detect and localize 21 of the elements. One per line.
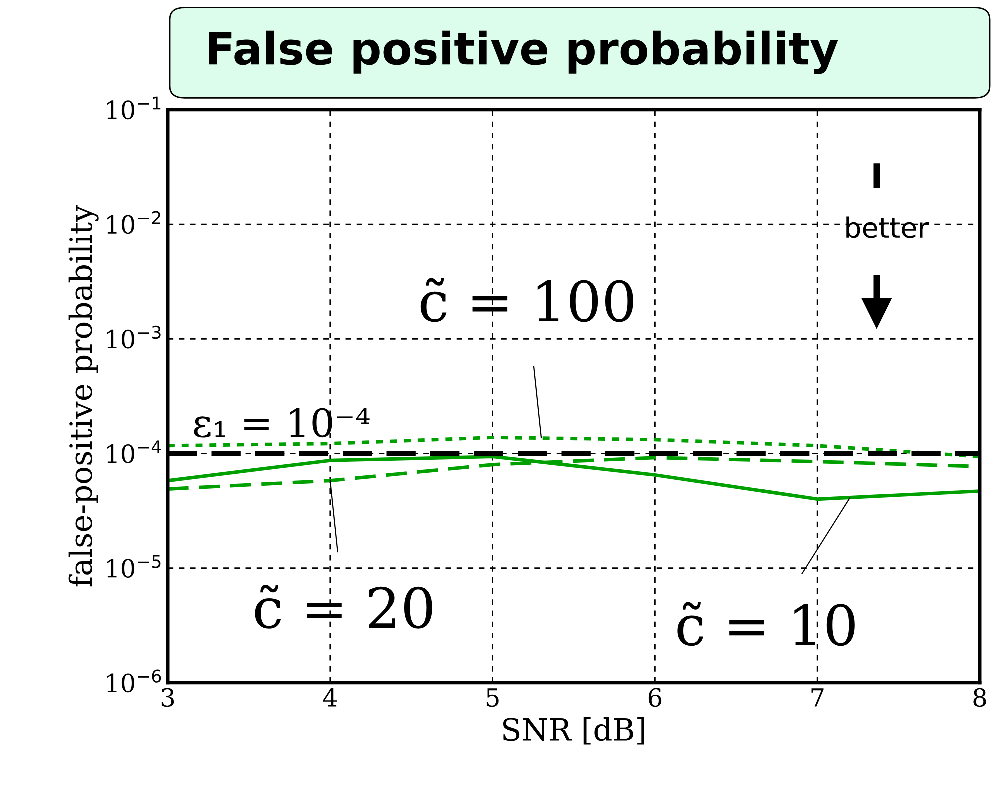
x-tick-label: 7 — [812, 688, 824, 707]
chart-title: False positive probability — [209, 30, 838, 74]
x-axis-title: SNR [dB] — [503, 718, 644, 745]
annotation: ε₁ = 10⁻⁴ — [194, 408, 370, 438]
line-series — [168, 455, 980, 502]
x-tick-label: 8 — [974, 688, 986, 708]
y-tick-label: 10$^{−4}$ — [107, 440, 162, 464]
y-tick-label: 10$^{−1}$ — [107, 96, 161, 120]
x-tick-label: 3 — [162, 688, 174, 708]
annotation: better — [846, 216, 930, 238]
x-tick-label: 4 — [323, 688, 338, 707]
y-axis-title: false-positive probability — [68, 205, 99, 587]
y-tick-label: 10$^{−2}$ — [107, 211, 160, 234]
annotation: c̃ = 100 — [420, 278, 634, 322]
annotation: c̃ = 20 — [255, 584, 432, 629]
y-tick-label: 10$^{−5}$ — [107, 555, 161, 578]
y-tick-label: 10$^{−3}$ — [107, 326, 161, 349]
annotation: c̃ = 10 — [678, 602, 855, 646]
x-tick-label: 6 — [648, 688, 662, 708]
y-tick-label: 10$^{−6}$ — [107, 670, 162, 693]
x-tick-label: 5 — [486, 688, 499, 708]
